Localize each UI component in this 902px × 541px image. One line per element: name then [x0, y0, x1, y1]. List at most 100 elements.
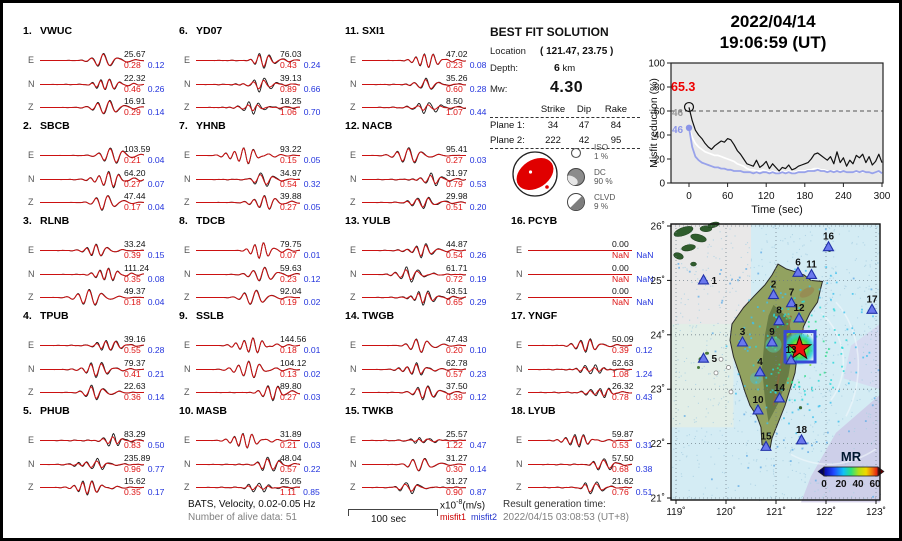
waveform-row-n: N 62.63 1.08 1.24: [511, 358, 663, 382]
plane1-row: Plane 1: 34 47 84: [490, 120, 622, 131]
channel-label: Z: [184, 387, 190, 397]
station-triangle-1: [697, 273, 710, 285]
station-triangle-18: [795, 433, 808, 445]
waveform-trace: [528, 273, 632, 275]
waveform-values: 39.13 0.89 0.66: [280, 72, 321, 94]
scale-label: 100 sec: [371, 514, 407, 525]
waveform-values: 8.50 1.07 0.44: [446, 96, 487, 117]
waveform-values: 39.16 0.55 0.28: [124, 334, 165, 355]
waveform-trace: [196, 432, 300, 449]
station-triangle-6: [792, 266, 804, 277]
waveform-row-e: E 83.29 0.83 0.50: [23, 429, 175, 453]
waveform-trace: [362, 147, 466, 164]
waveform-trace: [528, 457, 632, 471]
waveform-values: 59.87 0.53 0.31: [612, 429, 653, 450]
station-header: 4. TPUB: [23, 310, 69, 322]
waveform-trace: [40, 53, 144, 67]
waveform-trace: [196, 147, 300, 165]
svg-text:5: 5: [712, 354, 718, 365]
result-time-label: Result generation time:: [503, 499, 606, 510]
waveform-row-n: N 235.89 0.96 0.77: [23, 453, 175, 477]
station-block-sxi1: 11. SXI1 E 47.02 0.23 0.08 N 35.26 0.60 0.28 Z 8.50…: [345, 25, 497, 120]
waveform-row-e: E 93.22 0.15 0.05: [179, 144, 331, 168]
waveform-values: 43.51 0.65 0.29: [446, 286, 487, 307]
svg-text:80: 80: [654, 83, 666, 94]
waveform-trace: [40, 339, 144, 351]
filter-info: BATS, Velocity, 0.02-0.05 Hz: [188, 499, 316, 510]
station-header: 2. SBCB: [23, 120, 70, 132]
station-triangle-4: [754, 365, 766, 377]
svg-text:2: 2: [771, 280, 777, 291]
svg-text:MR: MR: [841, 449, 862, 464]
waveform-trace: [362, 242, 466, 259]
svg-text:11: 11: [806, 259, 817, 270]
waveform-row-n: N 31.97 0.79 0.53: [345, 168, 497, 192]
channel-label: E: [350, 340, 357, 350]
clvd-icon: [567, 192, 585, 211]
svg-text:46: 46: [672, 108, 684, 119]
svg-text:4: 4: [757, 357, 763, 368]
waveform-row-e: E 39.16 0.55 0.28: [23, 334, 175, 358]
waveform-trace: [40, 243, 144, 257]
waveform-trace: [528, 338, 632, 354]
waveform-values: 35.26 0.60 0.28: [446, 72, 487, 94]
waveform-trace: [362, 53, 466, 69]
waveform-row-e: E 0.00 NaN NaN: [511, 239, 663, 263]
station-header: 1. VWUC: [23, 25, 73, 37]
svg-text:9: 9: [769, 327, 775, 338]
waveform-row-z: Z 43.51 0.65 0.29: [345, 286, 497, 310]
panel-title: BEST FIT SOLUTION: [490, 25, 609, 39]
waveform-trace: [362, 385, 466, 401]
svg-text:120: 120: [758, 191, 775, 202]
waveform-values: 29.98 0.51 0.20: [446, 191, 487, 212]
waveform-row-e: E 50.09 0.39 0.12: [511, 334, 663, 358]
waveform-trace: [40, 384, 144, 401]
waveform-values: 33.24 0.39 0.15: [124, 239, 165, 260]
station-header: 12. NACB: [345, 120, 393, 132]
waveform-values: 104.12 0.13 0.02: [280, 357, 321, 379]
mw-value: 4.30: [550, 79, 584, 96]
waveform-values: 34.97 0.54 0.32: [280, 167, 321, 189]
waveform-values: 44.87 0.54 0.26: [446, 239, 487, 260]
svg-text:Misfit reduction (%): Misfit reduction (%): [648, 78, 660, 168]
plane2-row: Plane 2: 222 42 95: [490, 135, 622, 146]
waveform-trace: [196, 266, 300, 281]
iso-pct: 1 %: [594, 151, 609, 161]
station-triangle-9: [766, 335, 778, 347]
waveform-row-n: N 39.13 0.89 0.66: [179, 73, 331, 97]
waveform-trace: [196, 171, 300, 187]
station-block-tdcb: 8. TDCB E 79.75 0.07 0.01 N 59.63 0.23 0.12 Z 92.04…: [179, 215, 331, 310]
waveform-row-z: Z 89.80 0.27 0.03: [179, 381, 331, 405]
waveform-values: 49.37 0.18 0.04: [124, 286, 165, 307]
waveform-row-e: E 79.75 0.07 0.01: [179, 239, 331, 263]
svg-text:122˚: 122˚: [816, 506, 836, 518]
waveform-trace: [196, 359, 300, 378]
waveform-values: 31.97 0.79 0.53: [446, 167, 487, 189]
channel-label: E: [350, 150, 357, 160]
waveform-values: 25.05 1.11 0.85: [280, 476, 320, 497]
station-block-yhnb: 7. YHNB E 93.22 0.15 0.05 N 34.97 0.54 0.32 Z 39.88…: [179, 120, 331, 215]
channel-label: N: [28, 78, 35, 89]
amplitude-units: x10-8(m/s): [440, 499, 486, 512]
event-time: 19:06:59 (UT): [719, 33, 827, 52]
col-rake: Rake: [604, 104, 628, 115]
channel-label: Z: [350, 387, 356, 397]
station-triangle-3: [736, 335, 749, 347]
waveform-trace: [40, 289, 144, 306]
waveform-values: 57.50 0.68 0.38: [612, 452, 653, 474]
depth-unit: km: [562, 63, 576, 74]
channel-label: N: [516, 268, 523, 279]
station-block-twkb: 15. TWKB E 25.57 1.22 0.47 N 31.27 0.30 0.14 Z 31.2…: [345, 405, 497, 500]
waveform-row-z: Z 47.44 0.17 0.04: [23, 191, 175, 215]
channel-label: Z: [184, 197, 190, 207]
waveform-trace: [362, 338, 466, 354]
channel-label: N: [184, 173, 191, 184]
station-header: 18. LYUB: [511, 405, 556, 417]
station-block-lyub: 18. LYUB E 59.87 0.53 0.31 N 57.50 0.68 0.38 Z 21.6…: [511, 405, 663, 500]
channel-label: N: [184, 458, 191, 469]
svg-text:12: 12: [793, 303, 805, 314]
channel-label: E: [350, 55, 357, 65]
station-block-nacb: 12. NACB E 95.41 0.27 0.03 N 31.97 0.79 0.53 Z 29.9…: [345, 120, 497, 215]
channel-label: N: [184, 268, 191, 279]
waveform-row-z: Z 39.88 0.27 0.05: [179, 191, 331, 215]
